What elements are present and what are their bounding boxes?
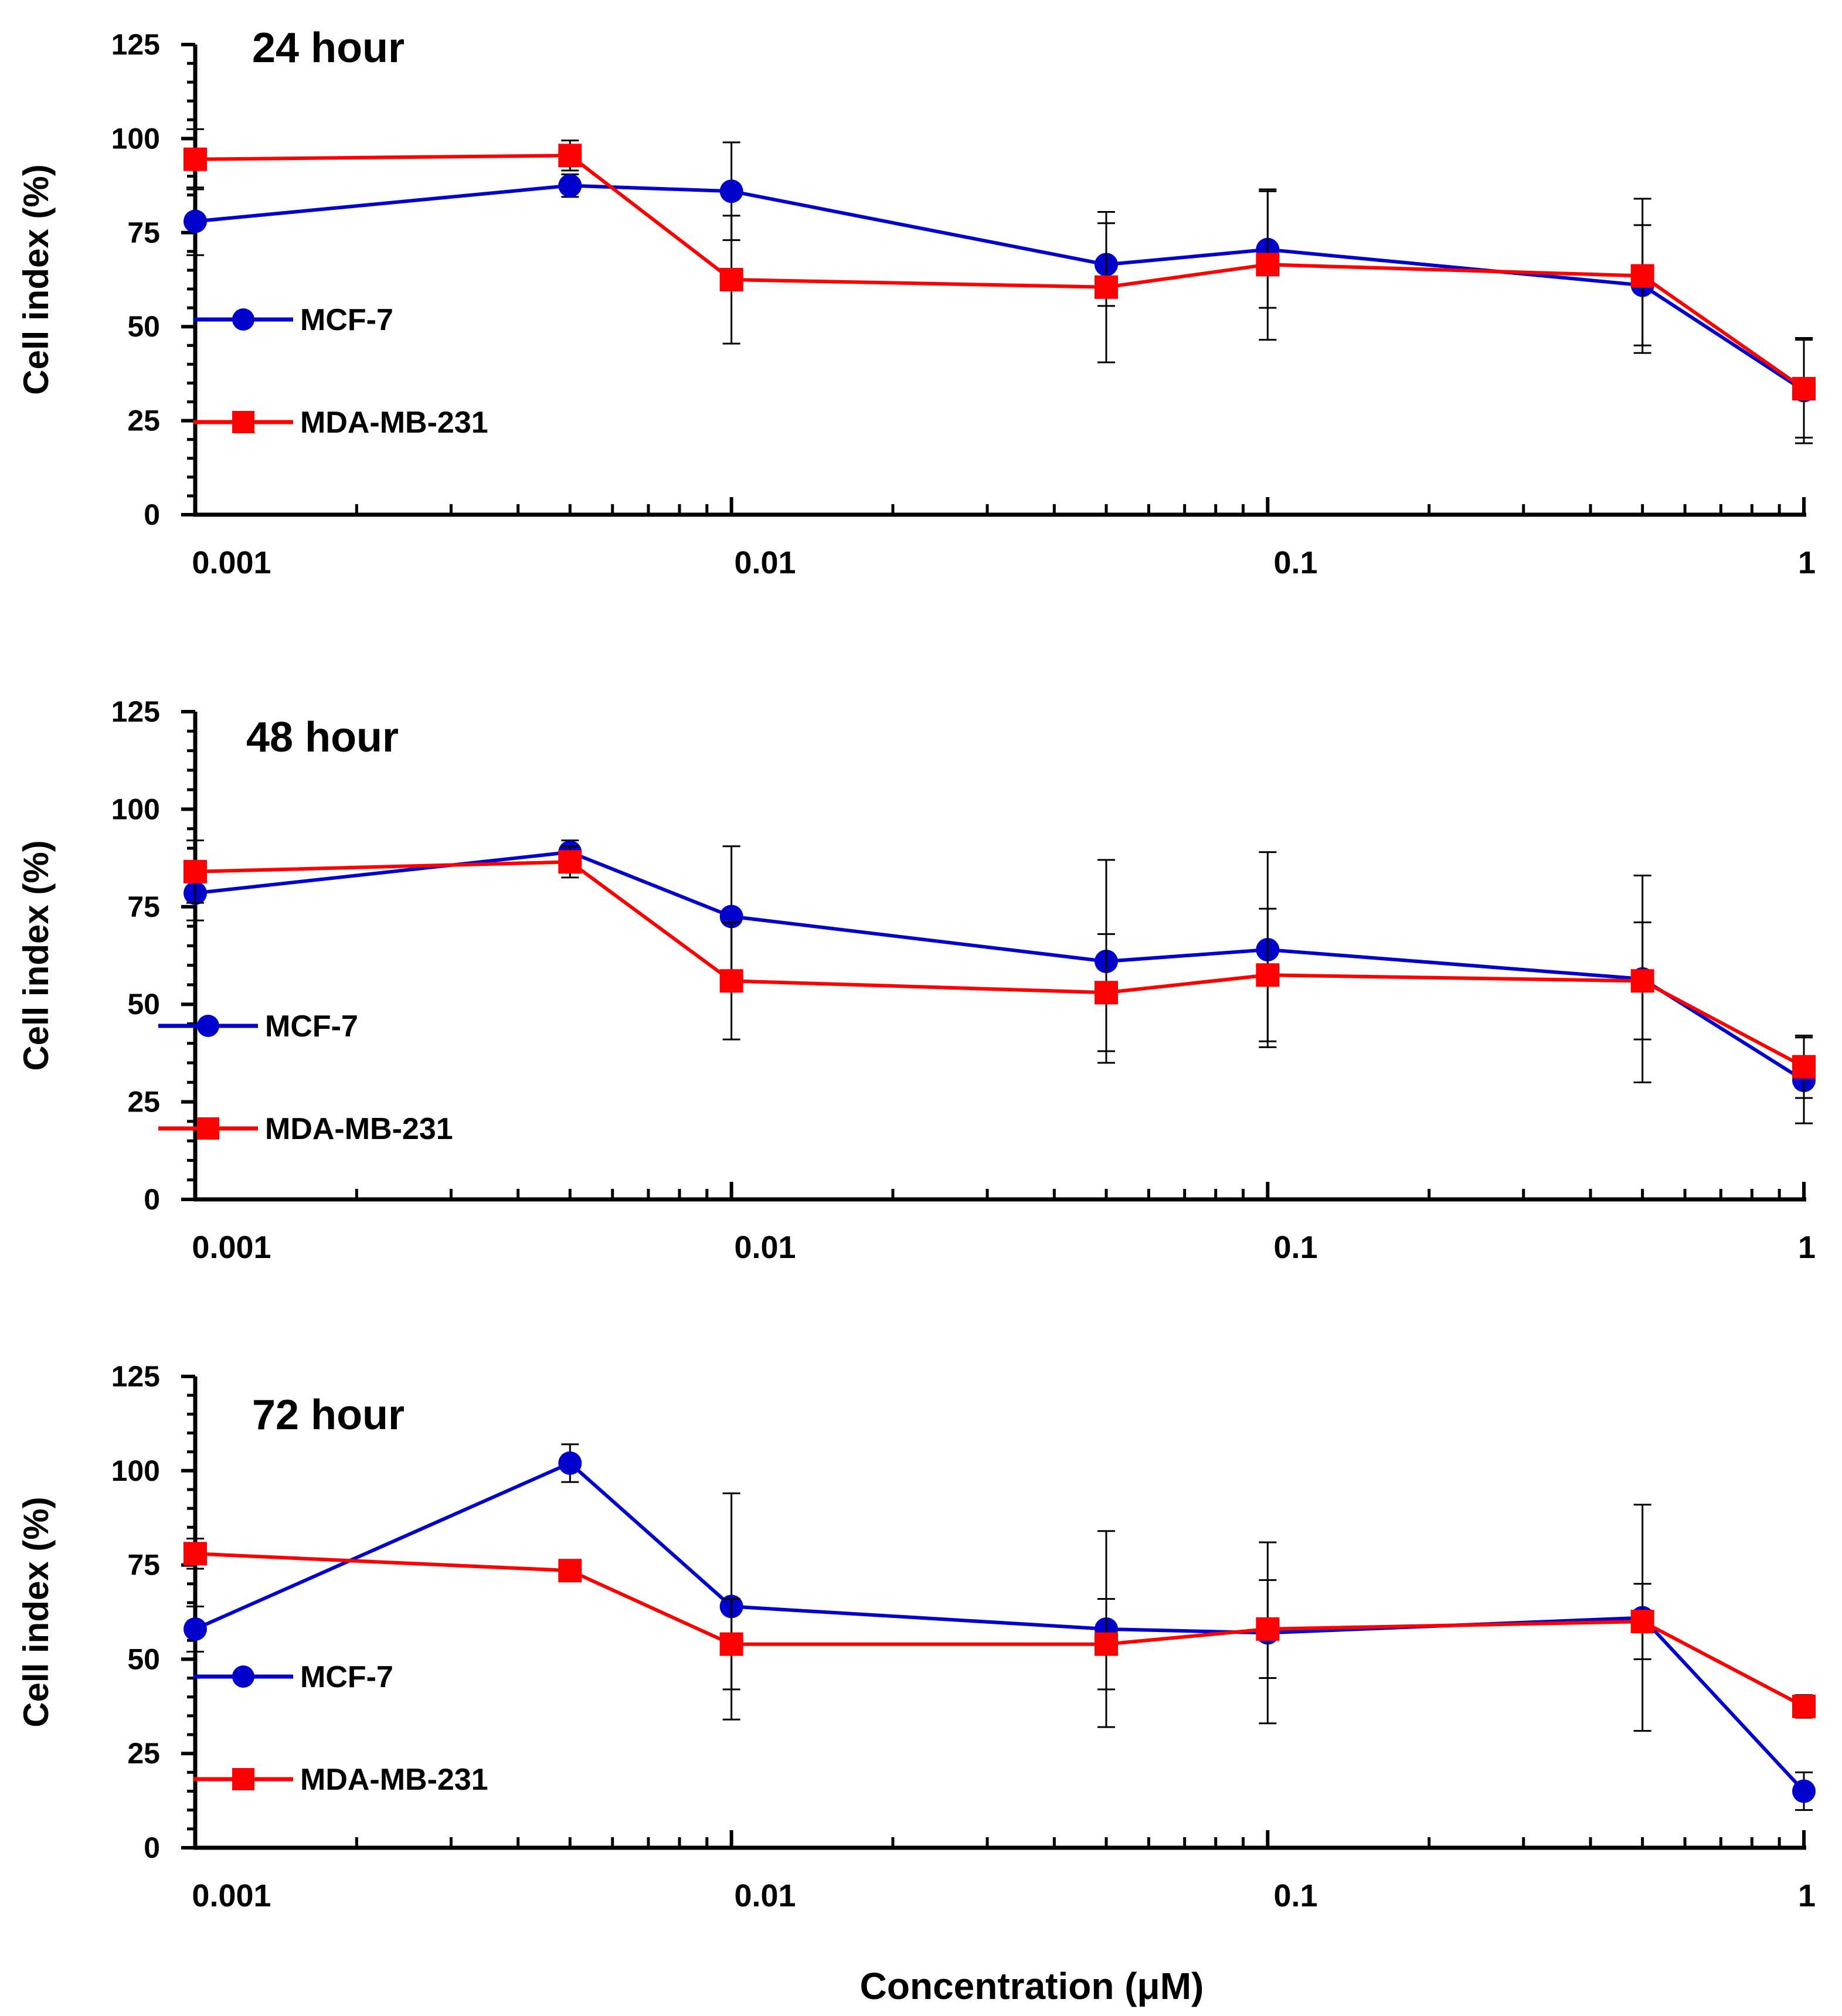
chart-panel-3: 0 25 50 75 100 125 0.001 0.01 0.1 1 Cell index (%)…	[16, 1360, 1816, 1913]
y-tick-label: 25	[127, 1737, 160, 1770]
x-tick-label: 0.001	[192, 1230, 271, 1265]
chart-panel-1: 0 25 50 75 100 125 0.001 0.01 0.1 1 Cell index (%)…	[16, 25, 1816, 580]
data-point	[558, 1451, 582, 1475]
legend-label: MDA-MB-231	[300, 406, 488, 440]
data-point	[558, 850, 582, 874]
y-tick-label: 0	[144, 1183, 160, 1216]
series-mcf-7	[183, 141, 1816, 444]
y-tick-label: 100	[111, 1454, 160, 1487]
panel-title: 48 hour	[246, 714, 399, 761]
panel-title: 72 hour	[252, 1392, 405, 1439]
series-line	[195, 1552, 1805, 1708]
data-point	[1792, 1055, 1816, 1079]
data-point	[1094, 275, 1118, 299]
legend-marker	[232, 411, 254, 433]
data-point	[719, 1632, 743, 1656]
panel-title: 24 hour	[252, 25, 405, 72]
data-point	[183, 1617, 207, 1641]
series-line	[195, 860, 1805, 1069]
series-line	[195, 183, 1805, 392]
x-tick-label: 1	[1798, 545, 1816, 580]
y-axis-label: Cell index (%)	[16, 840, 56, 1070]
data-point	[719, 268, 743, 291]
y-tick-label: 50	[127, 310, 160, 343]
legend-entry-mcf-7: MCF-7	[193, 303, 393, 337]
data-point	[1630, 1610, 1654, 1634]
y-tick-label: 75	[127, 890, 160, 923]
legend-label: MCF-7	[265, 1009, 358, 1043]
series-line	[194, 1461, 1806, 1793]
data-point	[719, 179, 743, 203]
legend-entry-mda-mb-231: MDA-MB-231	[193, 1763, 488, 1797]
data-point	[1094, 981, 1118, 1005]
series-mcf-7	[183, 839, 1816, 1124]
legend-label: MDA-MB-231	[300, 1763, 488, 1797]
y-tick-label: 50	[127, 1643, 160, 1675]
y-tick-label: 100	[111, 793, 160, 825]
data-point	[1630, 969, 1654, 993]
legend-marker	[232, 1768, 254, 1790]
data-point	[558, 144, 582, 168]
legend-marker	[232, 308, 254, 331]
x-tick-label: 0.01	[734, 545, 796, 580]
data-point	[183, 1542, 207, 1566]
y-tick-label: 75	[127, 1549, 160, 1582]
legend-entry-mda-mb-231: MDA-MB-231	[193, 406, 488, 440]
chart-panel-2: 0 25 50 75 100 125 0.001 0.01 0.1 1 Cell index (%)…	[16, 695, 1816, 1265]
data-point	[183, 859, 207, 883]
legend-label: MDA-MB-231	[265, 1112, 453, 1146]
x-tick-label: 0.001	[192, 545, 271, 580]
legend-entry-mcf-7: MCF-7	[158, 1009, 358, 1043]
x-tick-label: 1	[1798, 1878, 1816, 1913]
y-tick-label: 50	[127, 988, 160, 1021]
data-point	[1256, 1617, 1280, 1641]
y-tick-label: 25	[127, 1086, 160, 1119]
series-mda-mb-231	[183, 839, 1816, 1099]
legend-marker	[197, 1117, 219, 1140]
data-point	[1094, 1632, 1118, 1656]
data-point	[183, 209, 207, 233]
data-point	[558, 1559, 582, 1583]
legend-marker	[232, 1665, 254, 1688]
data-point	[719, 969, 743, 993]
y-tick-label: 100	[111, 122, 160, 155]
data-point	[183, 147, 207, 171]
y-axis-label: Cell index (%)	[16, 164, 56, 395]
x-tick-label: 0.1	[1273, 1878, 1317, 1913]
series-line	[195, 154, 1805, 390]
data-point	[1792, 377, 1816, 401]
y-axis-label: Cell index (%)	[16, 1497, 56, 1727]
x-tick-label: 0.01	[734, 1878, 796, 1913]
data-point	[1256, 253, 1280, 277]
data-point	[1792, 1779, 1816, 1803]
x-tick-label: 0.1	[1273, 1230, 1317, 1265]
legend-label: MCF-7	[300, 303, 393, 337]
y-tick-label: 125	[111, 1360, 160, 1393]
y-tick-label: 125	[111, 28, 160, 61]
y-tick-label: 0	[144, 498, 160, 531]
data-point	[1256, 963, 1280, 987]
series-mda-mb-231	[183, 128, 1816, 438]
y-tick-label: 25	[127, 404, 160, 437]
x-tick-label: 0.1	[1273, 545, 1317, 580]
y-tick-label: 75	[127, 216, 160, 249]
y-tick-label: 125	[111, 695, 160, 728]
data-point	[1792, 1694, 1816, 1718]
y-tick-label: 0	[144, 1831, 160, 1864]
data-point	[558, 174, 582, 198]
x-tick-label: 0.001	[192, 1878, 271, 1913]
series-line	[195, 850, 1805, 1082]
x-tick-label: 0.01	[734, 1230, 796, 1265]
data-point	[1630, 264, 1654, 288]
series-mda-mb-231	[183, 1538, 1816, 1719]
x-axis-label: Concentration (μM)	[860, 1965, 1204, 2007]
x-tick-label: 1	[1798, 1230, 1816, 1265]
legend-marker	[197, 1015, 219, 1037]
legend-entry-mcf-7: MCF-7	[193, 1660, 393, 1694]
legend-entry-mda-mb-231: MDA-MB-231	[158, 1112, 453, 1146]
series-mcf-7	[183, 1443, 1816, 1811]
legend-label: MCF-7	[300, 1660, 393, 1694]
